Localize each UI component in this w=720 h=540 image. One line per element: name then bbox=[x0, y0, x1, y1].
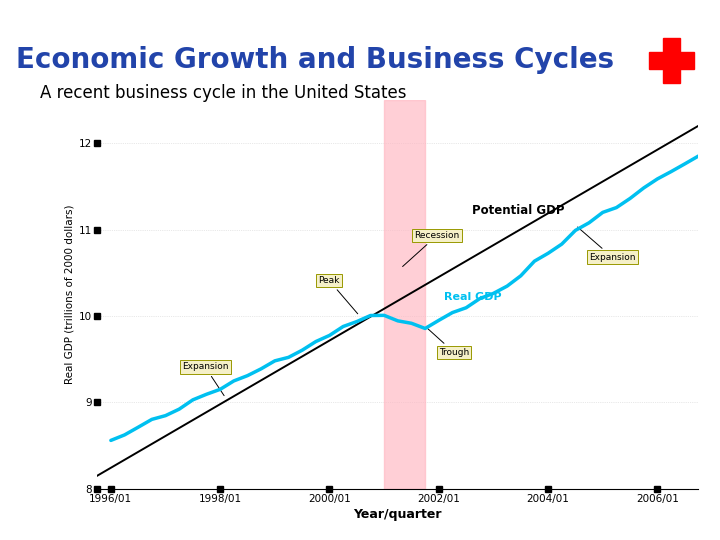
X-axis label: Year/quarter: Year/quarter bbox=[354, 508, 442, 521]
Bar bbox=[663, 38, 680, 83]
Text: Expansion: Expansion bbox=[577, 227, 636, 262]
Text: Potential GDP: Potential GDP bbox=[472, 204, 564, 217]
Text: Trough: Trough bbox=[427, 328, 469, 357]
Text: Recession: Recession bbox=[402, 231, 459, 267]
Bar bbox=[384, 100, 425, 489]
Text: Expansion: Expansion bbox=[182, 362, 228, 396]
Text: Economic Growth and Business Cycles: Economic Growth and Business Cycles bbox=[16, 46, 614, 74]
Text: Real GDP: Real GDP bbox=[444, 292, 502, 302]
Bar bbox=[649, 52, 694, 69]
Text: A recent business cycle in the United States: A recent business cycle in the United St… bbox=[40, 84, 406, 102]
Y-axis label: Real GDP (trillions of 2000 dollars): Real GDP (trillions of 2000 dollars) bbox=[65, 205, 75, 384]
Text: Peak: Peak bbox=[318, 276, 358, 314]
